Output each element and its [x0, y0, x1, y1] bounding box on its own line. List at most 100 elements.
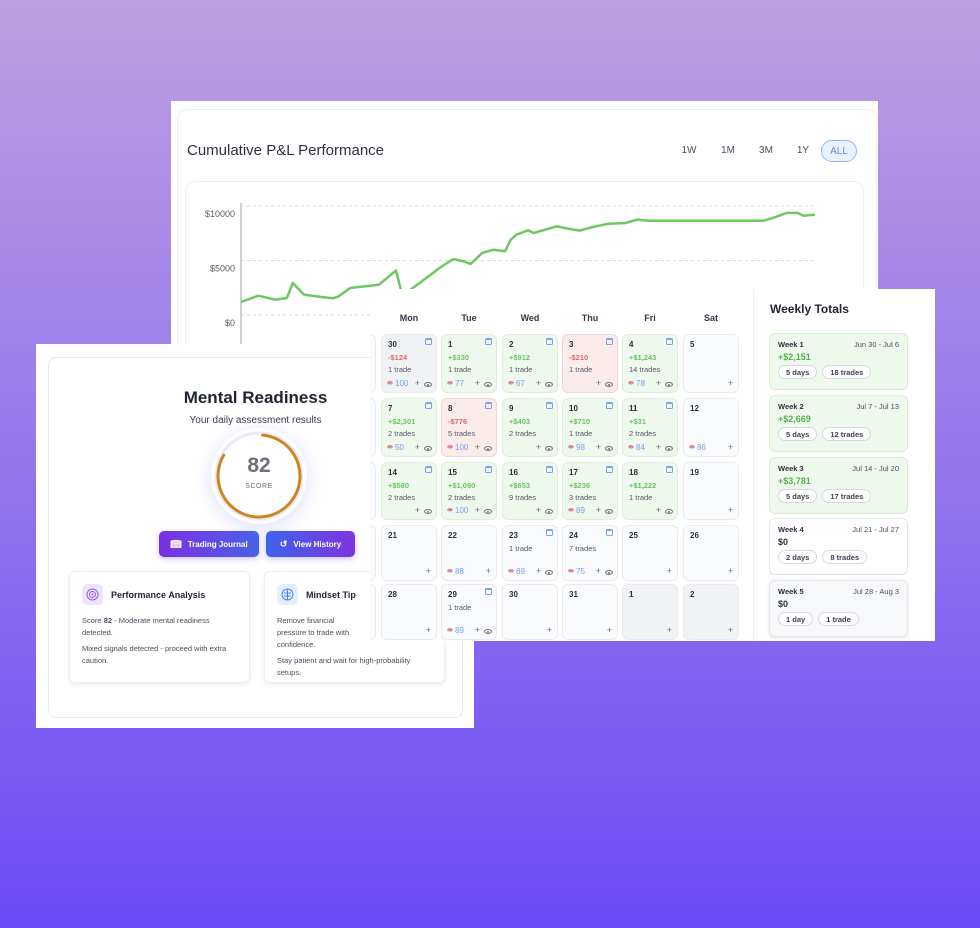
range-all-button[interactable]: ALL: [821, 140, 857, 162]
calendar-day-cell[interactable]: 5 +: [683, 334, 739, 393]
calendar-day-cell[interactable]: 7 +$2,301 2 trades ⬬ 50 +: [381, 398, 437, 457]
add-trade-button[interactable]: +: [414, 442, 420, 452]
view-icon[interactable]: [665, 446, 673, 451]
calendar-day-cell[interactable]: 12 ⬬ 86 +: [683, 398, 739, 457]
add-trade-button[interactable]: +: [595, 566, 601, 576]
add-trade-button[interactable]: +: [474, 505, 480, 515]
week-summary-card[interactable]: Week 4 Jul 21 - Jul 27 $0 2 days 8 trades: [769, 518, 908, 575]
calendar-day-cell[interactable]: 21 +: [381, 525, 437, 581]
add-trade-button[interactable]: +: [474, 442, 480, 452]
add-trade-button[interactable]: +: [727, 378, 733, 388]
calendar-icon[interactable]: [546, 338, 553, 345]
calendar-day-cell[interactable]: 8 -$776 5 trades ⬬ 100 +: [441, 398, 497, 457]
calendar-icon[interactable]: [546, 466, 553, 473]
view-icon[interactable]: [484, 629, 492, 634]
add-trade-button[interactable]: +: [655, 378, 661, 388]
view-icon[interactable]: [545, 509, 553, 514]
calendar-day-cell[interactable]: 30 +: [502, 584, 558, 640]
calendar-day-cell[interactable]: 9 +$403 2 trades +: [502, 398, 558, 457]
range-1m-button[interactable]: 1M: [721, 145, 735, 156]
view-icon[interactable]: [424, 446, 432, 451]
calendar-day-cell[interactable]: 19 +: [683, 462, 739, 520]
calendar-day-cell[interactable]: 16 +$653 9 trades +: [502, 462, 558, 520]
calendar-day-cell[interactable]: [370, 334, 376, 393]
calendar-icon[interactable]: [425, 402, 432, 409]
range-1y-button[interactable]: 1Y: [796, 145, 810, 156]
calendar-day-cell[interactable]: 4 +$1,243 14 trades ⬬ 78 +: [622, 334, 678, 393]
calendar-icon[interactable]: [485, 338, 492, 345]
add-trade-button[interactable]: +: [414, 505, 420, 515]
calendar-icon[interactable]: [606, 338, 613, 345]
calendar-day-cell[interactable]: 24 7 trades ⬬ 75 +: [562, 525, 618, 581]
view-icon[interactable]: [484, 509, 492, 514]
view-icon[interactable]: [605, 570, 613, 575]
add-trade-button[interactable]: +: [425, 566, 431, 576]
calendar-icon[interactable]: [606, 529, 613, 536]
calendar-day-cell[interactable]: 11 +$31 2 trades ⬬ 84 +: [622, 398, 678, 457]
calendar-day-cell[interactable]: 1 +: [622, 584, 678, 640]
add-trade-button[interactable]: +: [666, 625, 672, 635]
calendar-icon[interactable]: [606, 402, 613, 409]
calendar-day-cell[interactable]: 17 +$236 3 trades ⬬ 89 +: [562, 462, 618, 520]
calendar-day-cell[interactable]: 28 +: [381, 584, 437, 640]
range-3m-button[interactable]: 3M: [759, 145, 773, 156]
calendar-day-cell[interactable]: 15 +$1,090 2 trades ⬬ 100 +: [441, 462, 497, 520]
calendar-day-cell[interactable]: [370, 462, 376, 520]
view-icon[interactable]: [545, 446, 553, 451]
add-trade-button[interactable]: +: [535, 378, 541, 388]
calendar-day-cell[interactable]: 18 +$1,222 1 trade +: [622, 462, 678, 520]
add-trade-button[interactable]: +: [655, 442, 661, 452]
calendar-icon[interactable]: [666, 466, 673, 473]
view-icon[interactable]: [605, 509, 613, 514]
add-trade-button[interactable]: +: [535, 442, 541, 452]
add-trade-button[interactable]: +: [546, 625, 552, 635]
view-icon[interactable]: [424, 382, 432, 387]
calendar-day-cell[interactable]: 31 +: [562, 584, 618, 640]
calendar-day-cell[interactable]: [370, 525, 376, 581]
add-trade-button[interactable]: +: [535, 505, 541, 515]
calendar-icon[interactable]: [425, 338, 432, 345]
view-icon[interactable]: [484, 382, 492, 387]
calendar-day-cell[interactable]: 26 +: [683, 525, 739, 581]
add-trade-button[interactable]: +: [727, 566, 733, 576]
view-icon[interactable]: [484, 446, 492, 451]
add-trade-button[interactable]: +: [727, 505, 733, 515]
add-trade-button[interactable]: +: [474, 378, 480, 388]
add-trade-button[interactable]: +: [655, 505, 661, 515]
calendar-icon[interactable]: [546, 529, 553, 536]
week-summary-card[interactable]: Week 2 Jul 7 - Jul 13 +$2,669 5 days 12 trad…: [769, 395, 908, 452]
calendar-icon[interactable]: [485, 588, 492, 595]
add-trade-button[interactable]: +: [595, 442, 601, 452]
calendar-icon[interactable]: [485, 466, 492, 473]
add-trade-button[interactable]: +: [535, 566, 541, 576]
calendar-icon[interactable]: [485, 402, 492, 409]
trading-journal-button[interactable]: 📖︎ Trading Journal: [159, 531, 259, 557]
view-icon[interactable]: [545, 570, 553, 575]
add-trade-button[interactable]: +: [727, 625, 733, 635]
week-summary-card[interactable]: Week 5 Jul 28 - Aug 3 $0 1 day 1 trade: [769, 580, 908, 637]
view-icon[interactable]: [665, 382, 673, 387]
calendar-day-cell[interactable]: 2 +: [683, 584, 739, 640]
calendar-day-cell[interactable]: 22 ⬬ 88 +: [441, 525, 497, 581]
add-trade-button[interactable]: +: [595, 378, 601, 388]
calendar-day-cell[interactable]: [370, 398, 376, 457]
range-1w-button[interactable]: 1W: [681, 145, 697, 156]
calendar-day-cell[interactable]: 23 1 trade ⬬ 89 +: [502, 525, 558, 581]
view-icon[interactable]: [424, 509, 432, 514]
calendar-icon[interactable]: [546, 402, 553, 409]
view-icon[interactable]: [605, 382, 613, 387]
calendar-day-cell[interactable]: 30 -$124 1 trade ⬬ 100 +: [381, 334, 437, 393]
view-icon[interactable]: [665, 509, 673, 514]
calendar-icon[interactable]: [606, 466, 613, 473]
view-icon[interactable]: [545, 382, 553, 387]
calendar-day-cell[interactable]: 29 1 trade ⬬ 89 +: [441, 584, 497, 640]
calendar-icon[interactable]: [666, 338, 673, 345]
view-icon[interactable]: [605, 446, 613, 451]
calendar-day-cell[interactable]: 2 +$912 1 trade ⬬ 67 +: [502, 334, 558, 393]
add-trade-button[interactable]: +: [474, 625, 480, 635]
calendar-day-cell[interactable]: 3 -$210 1 trade +: [562, 334, 618, 393]
calendar-day-cell[interactable]: 10 +$710 1 trade ⬬ 98 +: [562, 398, 618, 457]
calendar-day-cell[interactable]: 1 +$330 1 trade ⬬ 77 +: [441, 334, 497, 393]
calendar-day-cell[interactable]: 25 +: [622, 525, 678, 581]
add-trade-button[interactable]: +: [414, 378, 420, 388]
